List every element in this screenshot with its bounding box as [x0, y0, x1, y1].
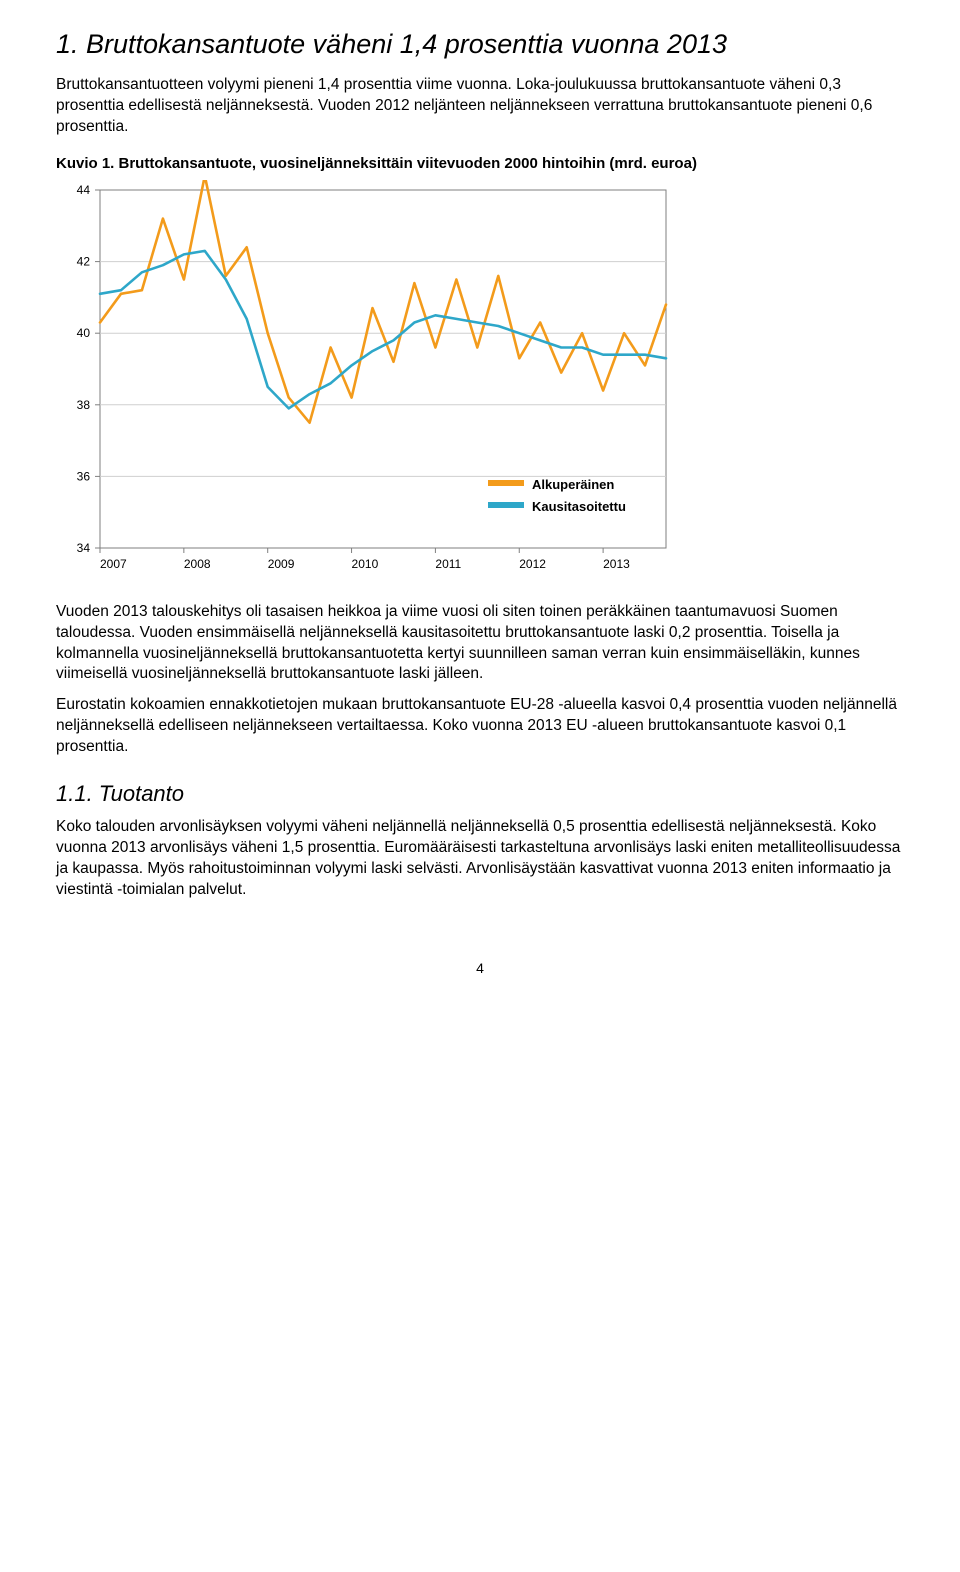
svg-text:2011: 2011: [435, 557, 461, 571]
svg-text:2009: 2009: [268, 557, 295, 571]
paragraph-2: Vuoden 2013 talouskehitys oli tasaisen h…: [56, 602, 904, 685]
chart-container: 34 36 38 40 42 44 2007 2008 2009 2010 2011 2012 2013…: [56, 180, 904, 584]
svg-text:34: 34: [77, 541, 91, 555]
section-title: 1.1. Tuotanto: [56, 781, 904, 807]
svg-text:Alkuperäinen: Alkuperäinen: [532, 477, 614, 492]
svg-text:2008: 2008: [184, 557, 211, 571]
paragraph-4: Koko talouden arvonlisäyksen volyymi väh…: [56, 817, 904, 900]
svg-text:Kausitasoitettu: Kausitasoitettu: [532, 499, 626, 514]
svg-text:40: 40: [77, 326, 91, 340]
svg-text:42: 42: [77, 255, 91, 269]
page-number: 4: [56, 960, 904, 976]
paragraph-3: Eurostatin kokoamien ennakkotietojen muk…: [56, 695, 904, 757]
svg-text:2013: 2013: [603, 557, 630, 571]
svg-text:36: 36: [77, 469, 91, 483]
svg-text:2010: 2010: [352, 557, 379, 571]
chart-svg: 34 36 38 40 42 44 2007 2008 2009 2010 2011 2012 2013…: [56, 180, 676, 584]
svg-text:2007: 2007: [100, 557, 127, 571]
svg-text:2012: 2012: [519, 557, 546, 571]
figure-caption: Kuvio 1. Bruttokansantuote, vuosineljänn…: [56, 154, 904, 174]
paragraph-1: Bruttokansantuotteen volyymi pieneni 1,4…: [56, 75, 904, 137]
line-chart: 34 36 38 40 42 44 2007 2008 2009 2010 2011 2012 2013…: [56, 180, 676, 584]
page-title: 1. Bruttokansantuote väheni 1,4 prosentt…: [56, 28, 904, 61]
svg-text:44: 44: [77, 183, 91, 197]
svg-text:38: 38: [77, 398, 91, 412]
